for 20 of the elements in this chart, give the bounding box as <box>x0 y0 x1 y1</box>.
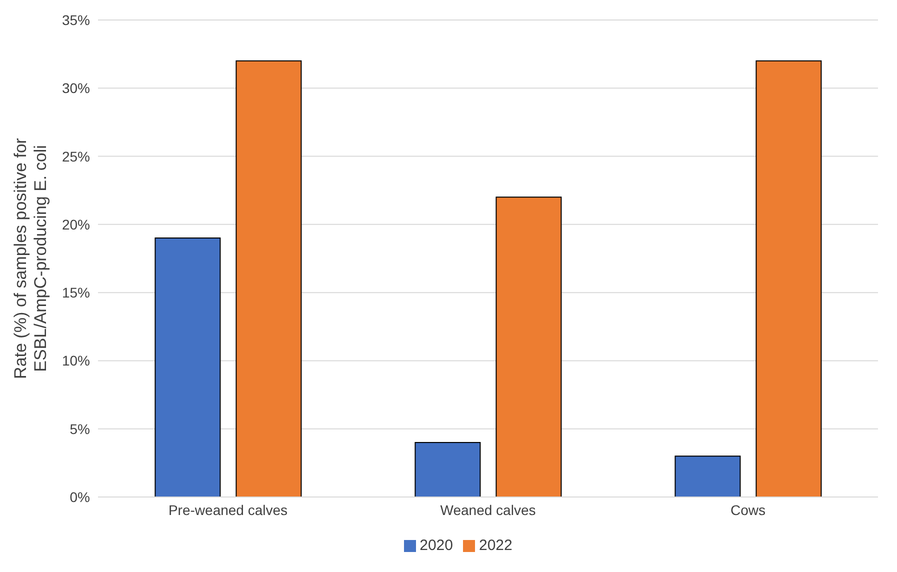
y-tick-label: 0% <box>70 488 90 505</box>
bar <box>236 60 302 497</box>
bar <box>414 442 481 497</box>
bar <box>756 60 822 497</box>
y-tick-label: 20% <box>62 216 90 232</box>
x-tick-label: Weaned calves <box>440 502 536 518</box>
y-tick-label: 5% <box>70 420 90 437</box>
y-tick-label: 25% <box>62 148 90 164</box>
legend-label: 2020 <box>420 537 453 554</box>
y-tick-label: 30% <box>62 80 90 96</box>
bar <box>496 196 562 497</box>
x-tick-label: Pre-weaned calves <box>168 502 288 518</box>
y-tick-label: 35% <box>62 12 90 28</box>
bar <box>674 456 741 497</box>
y-axis-title: Rate (%) of samples positive for ESBL/AmpC-producing E. coli <box>11 138 50 379</box>
y-tick-label: 10% <box>62 352 90 369</box>
x-tick-label: Cows <box>730 502 766 518</box>
bar <box>154 238 221 497</box>
legend-label: 2022 <box>479 537 512 554</box>
y-tick-label: 15% <box>62 284 90 301</box>
